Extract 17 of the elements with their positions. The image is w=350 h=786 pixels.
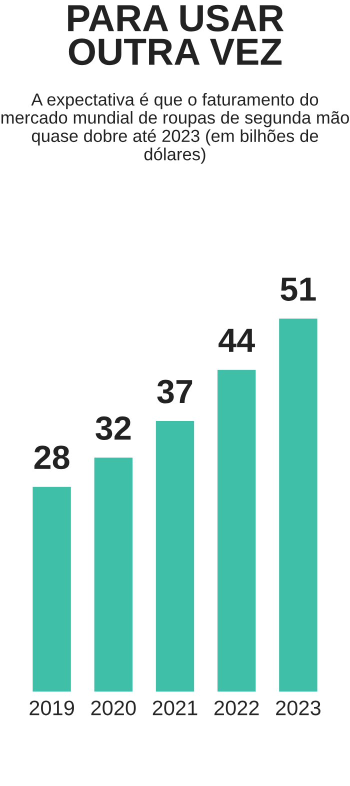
data-label: 32	[96, 416, 131, 440]
bar	[156, 421, 194, 692]
bar	[218, 370, 256, 692]
bar	[32, 486, 71, 692]
data-label: 28	[34, 446, 70, 470]
x-tick-label: 2023	[276, 700, 320, 716]
bar	[94, 458, 132, 692]
chart-subtitle: A expectativa é que o faturamento do mercado mundial de roupas de segunda mão quase dobre até 2023 (em bilhões de dólares)	[1, 92, 349, 164]
data-label: 37	[157, 380, 192, 404]
x-tick-label: 2020	[91, 700, 136, 716]
data-label: 51	[280, 278, 316, 301]
bar	[279, 318, 318, 692]
x-tick-label: 2022	[214, 700, 259, 716]
chart-title: PARA USAR OUTRA VEZ	[68, 4, 284, 66]
data-label: 44	[218, 328, 255, 352]
x-tick-label: 2019	[30, 700, 74, 716]
x-tick-label: 2021	[152, 700, 198, 716]
